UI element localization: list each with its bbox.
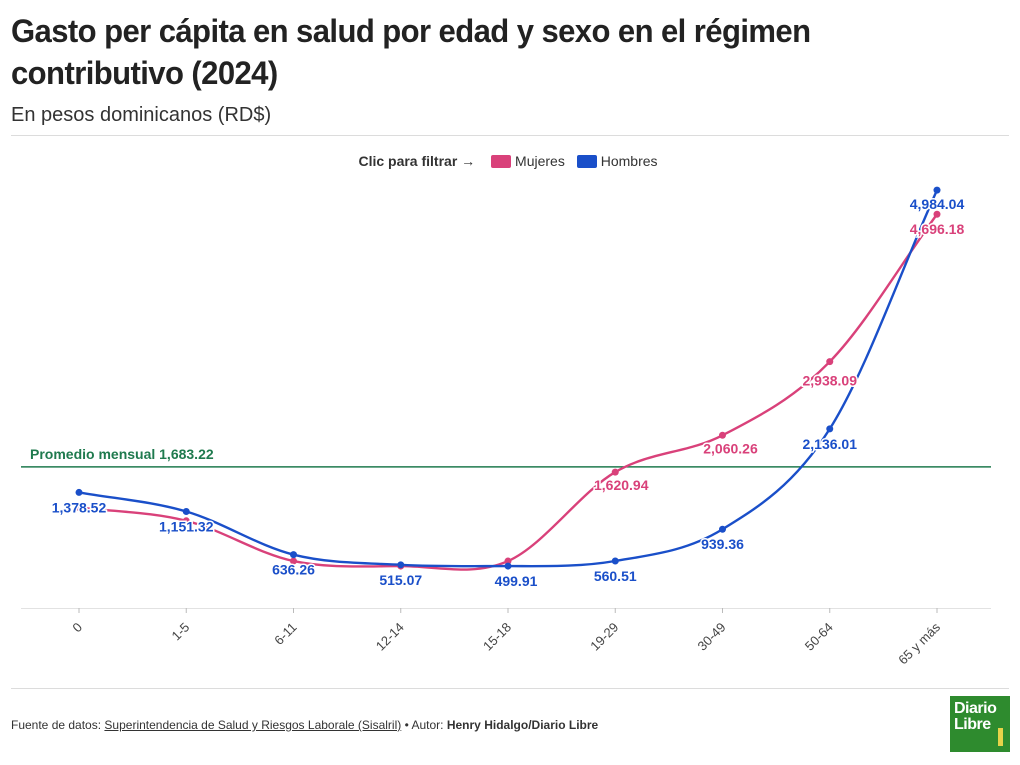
data-point-mujeres xyxy=(611,468,619,476)
x-tick-label: 65 y más xyxy=(895,619,943,667)
header-divider xyxy=(11,135,1009,136)
source-link[interactable]: Superintendencia de Salud y Riesgos Labo… xyxy=(104,718,402,732)
x-tick-label: 50-64 xyxy=(802,620,836,654)
logo-line-1: Diario xyxy=(954,700,997,717)
x-tick-label: 19-29 xyxy=(587,620,621,654)
logo-line-2: Libre xyxy=(954,716,991,733)
data-point-hombres xyxy=(933,186,941,194)
data-label-hombres: 4,984.04 xyxy=(910,196,965,212)
data-label-hombres: 1,151.32 xyxy=(159,518,214,534)
data-label-hombres: 636.26 xyxy=(272,562,315,578)
reference-line-label: Promedio mensual 1,683.22 xyxy=(30,446,214,462)
logo-mark-icon xyxy=(998,728,1003,746)
legend-hint: Clic para filtrar → xyxy=(358,153,476,169)
data-label-hombres: 1,378.52 xyxy=(52,499,107,515)
legend-item-hombres[interactable]: Hombres xyxy=(576,153,658,169)
x-tick-label: 6-11 xyxy=(271,620,299,648)
x-tick-label: 12-14 xyxy=(373,620,407,654)
data-label-hombres: 2,136.01 xyxy=(803,436,858,452)
data-point-mujeres xyxy=(182,517,190,525)
line-chart: 0 1-5 6-11 12-14 15-18 19-29 30-49 50-64 65 y má… xyxy=(21,186,991,667)
x-tick-label: 0 xyxy=(69,620,85,636)
data-point-hombres xyxy=(504,562,512,570)
x-tick-label: 30-49 xyxy=(695,620,729,654)
series-line-mujeres xyxy=(78,213,938,571)
x-tick-label: 15-18 xyxy=(480,620,514,654)
legend-item-mujeres[interactable]: Mujeres xyxy=(491,153,569,169)
author-prefix: • Autor: xyxy=(404,718,444,732)
data-label-hombres: 499.91 xyxy=(495,573,538,589)
data-point-hombres xyxy=(719,525,726,533)
author-name: Henry Hidalgo/Diario Libre xyxy=(446,718,599,732)
chart-subtitle: En pesos dominicanos (RD$) xyxy=(11,104,272,126)
data-point-mujeres xyxy=(290,557,297,565)
chart-title: Gasto per cápita en salud por edad y sex… xyxy=(11,13,811,91)
data-label-mujeres: 1,620.94 xyxy=(594,477,649,493)
data-point-mujeres xyxy=(75,503,83,511)
data-label-mujeres: 2,060.26 xyxy=(703,440,758,456)
footer-divider xyxy=(11,688,1009,689)
legend: Clic para filtrar → Mujeres Hombres xyxy=(0,150,1020,172)
x-tick-label: 1-5 xyxy=(168,620,192,644)
data-label-mujeres: 2,938.09 xyxy=(803,373,858,389)
data-point-mujeres xyxy=(504,557,512,565)
data-point-hombres xyxy=(397,561,405,569)
data-point-hombres xyxy=(826,425,834,433)
data-label-hombres: 515.07 xyxy=(379,572,422,588)
legend-label-hombres: Hombres xyxy=(600,153,658,169)
legend-swatch-mujeres xyxy=(491,155,512,168)
diario-libre-logo[interactable]: Diario Libre xyxy=(950,696,1010,752)
source-prefix: Fuente de datos: xyxy=(11,718,102,732)
data-point-mujeres xyxy=(933,210,941,218)
legend-swatch-hombres xyxy=(576,155,597,168)
data-point-hombres xyxy=(611,557,619,565)
data-point-mujeres xyxy=(826,358,834,366)
data-label-hombres: 939.36 xyxy=(701,536,744,552)
data-label-mujeres: 4,696.18 xyxy=(910,221,965,237)
data-point-hombres xyxy=(75,488,83,496)
data-point-mujeres xyxy=(719,431,726,439)
data-point-hombres xyxy=(182,507,190,515)
footer: Fuente de datos: Superintendencia de Sal… xyxy=(11,716,598,734)
data-point-hombres xyxy=(290,551,297,559)
legend-label-mujeres: Mujeres xyxy=(515,153,565,169)
data-label-hombres: 560.51 xyxy=(594,568,637,584)
